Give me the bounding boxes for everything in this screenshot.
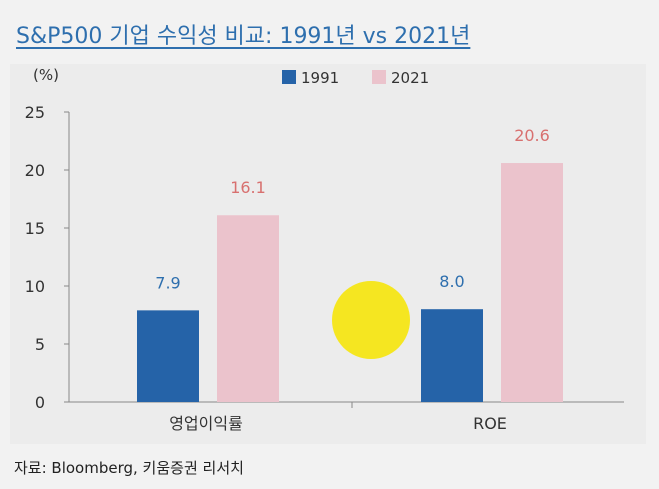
data-label-1991-1: 8.0 bbox=[439, 272, 464, 291]
y-unit-label: (%) bbox=[33, 66, 59, 84]
y-tick-label: 10 bbox=[25, 277, 45, 296]
y-tick-label: 25 bbox=[25, 103, 45, 122]
bar-2021-0 bbox=[217, 215, 279, 402]
x-category-label: ROE bbox=[473, 414, 507, 433]
y-tick-label: 20 bbox=[25, 161, 45, 180]
data-label-1991-0: 7.9 bbox=[155, 273, 180, 292]
bar-2021-1 bbox=[501, 163, 563, 402]
legend-label-1991: 1991 bbox=[301, 69, 339, 87]
y-tick-label: 0 bbox=[35, 393, 45, 412]
y-tick-label: 15 bbox=[25, 219, 45, 238]
data-label-2021-0: 16.1 bbox=[230, 178, 266, 197]
legend-swatch-1991 bbox=[282, 70, 296, 84]
y-tick-label: 5 bbox=[35, 335, 45, 354]
bar-1991-1 bbox=[421, 309, 483, 402]
chart-title: S&P500 기업 수익성 비교: 1991년 vs 2021년 bbox=[16, 24, 471, 49]
legend-swatch-2021 bbox=[372, 70, 386, 84]
legend-label-2021: 2021 bbox=[391, 69, 429, 87]
source-note: 자료: Bloomberg, 키움증권 리서치 bbox=[14, 459, 244, 477]
data-label-2021-1: 20.6 bbox=[514, 126, 550, 145]
cursor-highlight-marker bbox=[332, 281, 410, 359]
x-category-label: 영업이익률 bbox=[169, 414, 243, 433]
bar-1991-0 bbox=[137, 310, 199, 402]
bar-chart: (%) 1991 2021 0 5 10 15 20 25 7.9 16.1 영업이익률 8.0 20.6… bbox=[25, 66, 624, 433]
